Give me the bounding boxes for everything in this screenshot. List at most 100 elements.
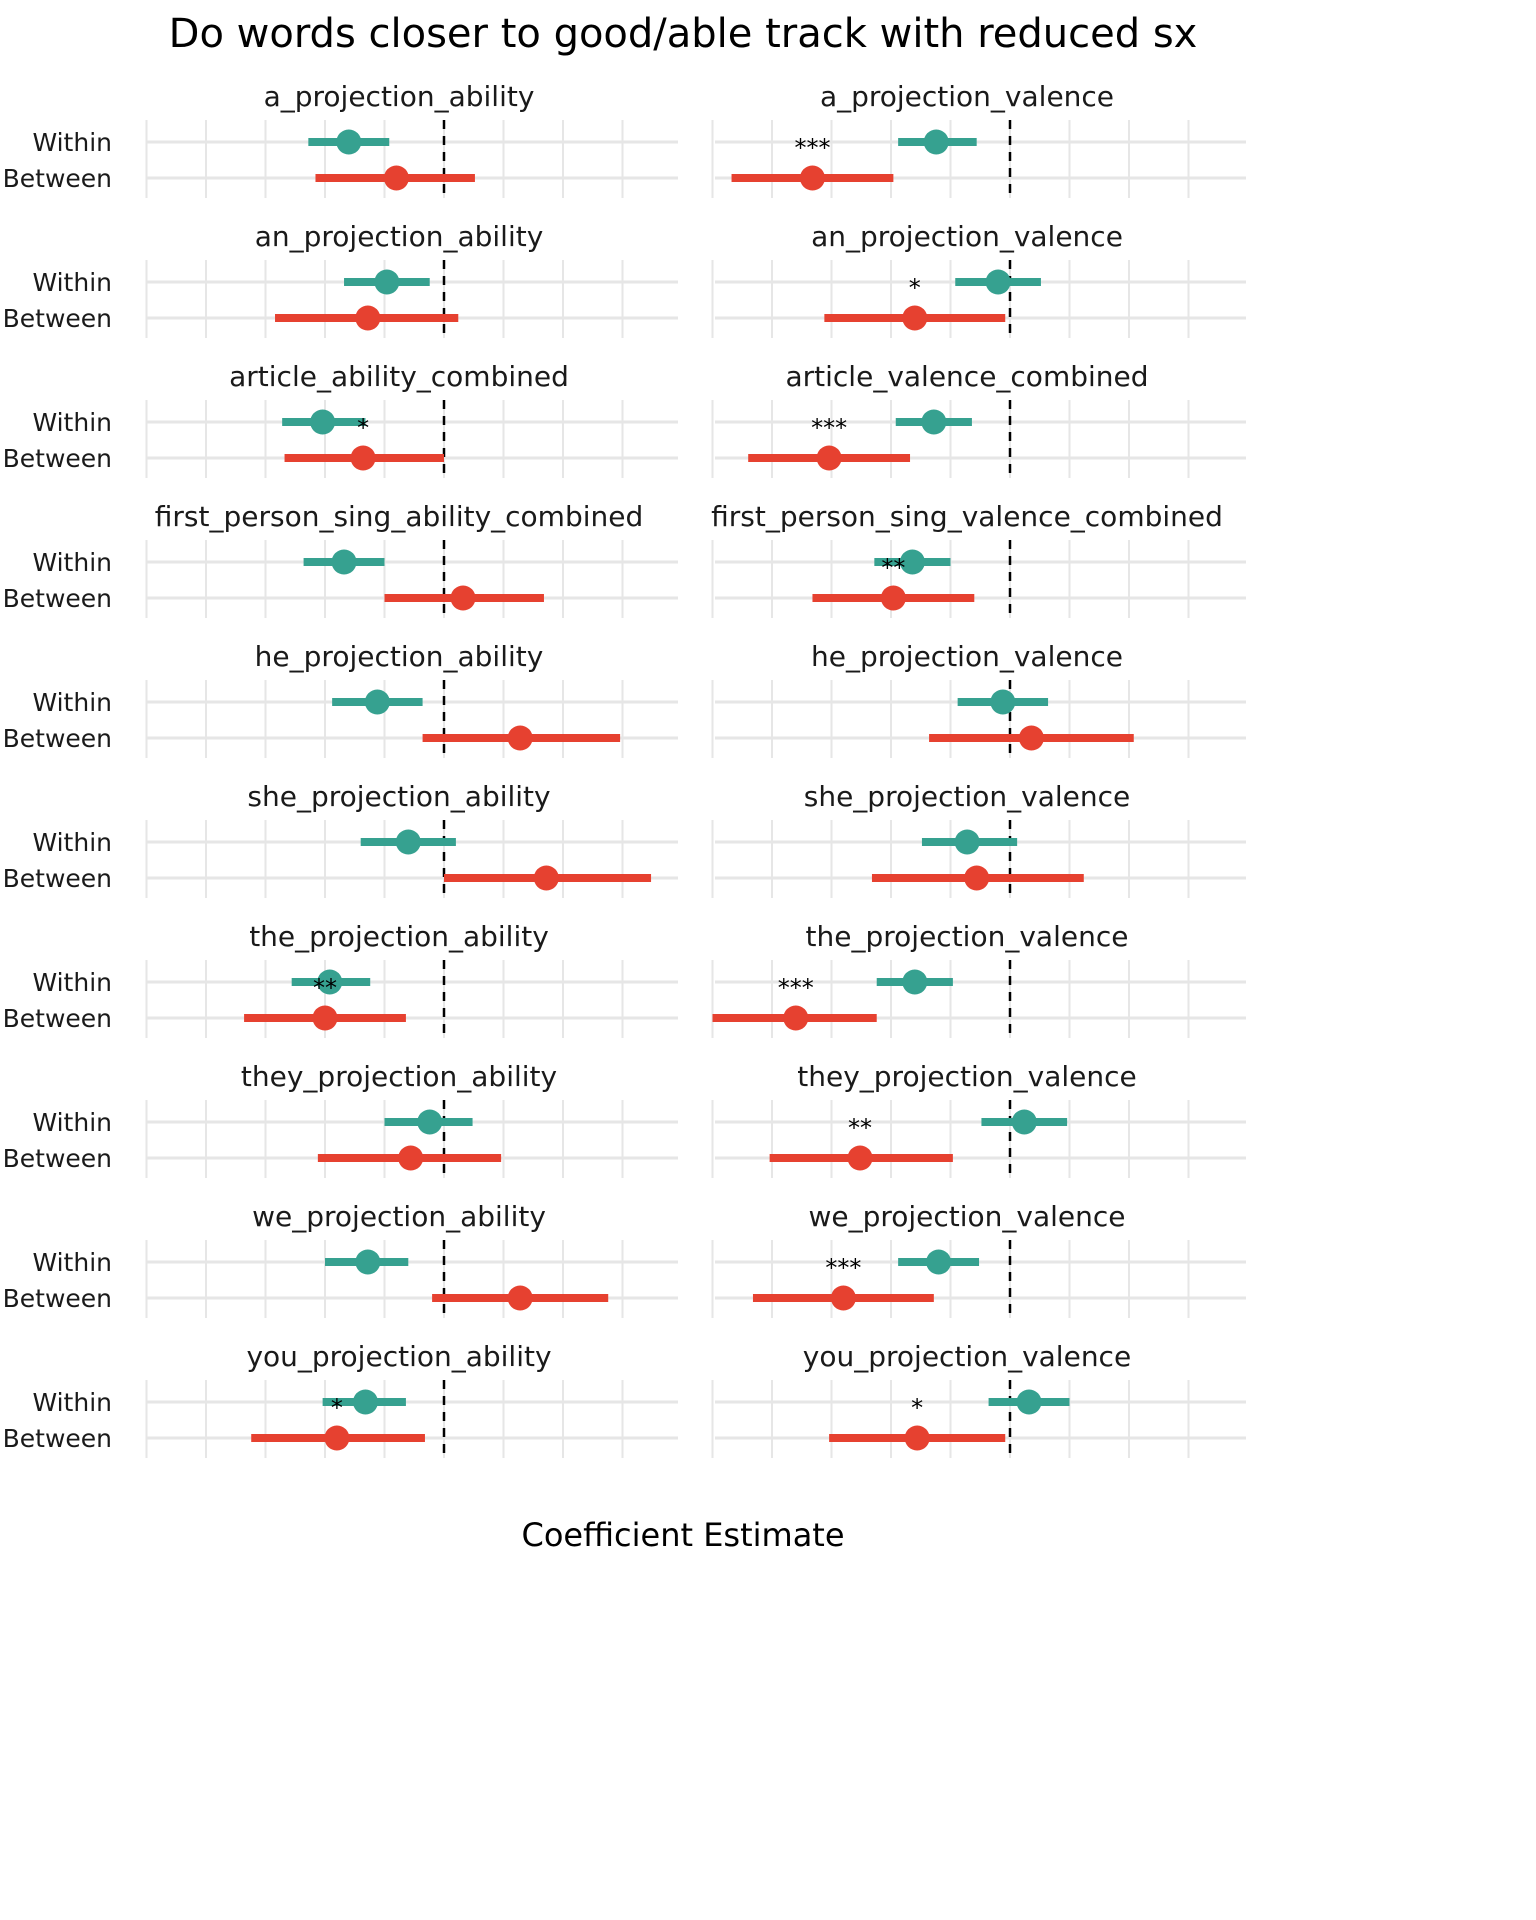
point-estimate-between <box>904 1425 930 1451</box>
point-estimate-within <box>954 829 980 855</box>
facet-panel-he-projection-valence: he_projection_valence <box>711 640 1246 758</box>
point-estimate-within <box>1011 1109 1037 1135</box>
y-tick-label-within: Within <box>32 968 112 997</box>
point-estimate-between <box>350 445 376 471</box>
point-estimate-within <box>1016 1389 1042 1415</box>
significance-stars: ** <box>848 1114 872 1142</box>
chart-title: Do words closer to good/able track with … <box>169 11 1198 57</box>
point-estimate-between <box>783 1005 809 1031</box>
significance-stars: *** <box>811 414 847 442</box>
facet-label: first_person_sing_ability_combined <box>155 500 644 533</box>
facet-panel-you-projection-ability: you_projection_ability Within Between * <box>3 1340 678 1458</box>
y-tick-label-between: Between <box>3 444 112 473</box>
facet-panel-he-projection-ability: he_projection_ability Within Between <box>3 640 678 758</box>
point-estimate-between <box>507 725 533 751</box>
point-estimate-within <box>921 409 947 435</box>
y-tick-label-between: Between <box>3 164 112 193</box>
point-estimate-within <box>374 269 400 295</box>
facet-label: a_projection_ability <box>264 80 535 113</box>
facet-label: you_projection_ability <box>246 1340 551 1373</box>
facet-label: we_projection_valence <box>808 1200 1125 1233</box>
facet-panel-they-projection-ability: they_projection_ability Within Between <box>3 1060 678 1178</box>
point-estimate-between <box>383 165 409 191</box>
point-estimate-within <box>985 269 1011 295</box>
point-estimate-between <box>799 165 825 191</box>
significance-stars: *** <box>778 974 814 1002</box>
point-estimate-between <box>398 1145 424 1171</box>
y-tick-label-within: Within <box>32 268 112 297</box>
facet-label: she_projection_valence <box>804 780 1131 813</box>
y-tick-label-within: Within <box>32 1108 112 1137</box>
facet-label: we_projection_ability <box>252 1200 546 1233</box>
point-estimate-between <box>880 585 906 611</box>
facet-panel-the-projection-valence: the_projection_valence *** <box>711 920 1246 1038</box>
facet-label: she_projection_ability <box>247 780 550 813</box>
point-estimate-within <box>352 1389 378 1415</box>
point-estimate-between <box>964 865 990 891</box>
y-tick-label-between: Between <box>3 864 112 893</box>
point-estimate-between <box>450 585 476 611</box>
facet-label: he_projection_valence <box>811 640 1123 673</box>
significance-stars: *** <box>825 1254 861 1282</box>
point-estimate-between <box>847 1145 873 1171</box>
facet-panel-article-ability-combined: article_ability_combined Within Between * <box>3 360 678 478</box>
point-estimate-between <box>1018 725 1044 751</box>
point-estimate-between <box>507 1285 533 1311</box>
y-tick-label-within: Within <box>32 1388 112 1417</box>
point-estimate-within <box>355 1249 381 1275</box>
facet-panel-she-projection-valence: she_projection_valence <box>711 780 1246 898</box>
facet-panel-a-projection-ability: a_projection_ability Within Between <box>3 80 678 198</box>
point-estimate-within <box>331 549 357 575</box>
point-estimate-within <box>902 969 928 995</box>
significance-stars: *** <box>794 134 830 162</box>
point-estimate-within <box>923 129 949 155</box>
facet-label: the_projection_valence <box>806 920 1129 953</box>
facet-panel-you-projection-valence: you_projection_valence * <box>711 1340 1246 1458</box>
facet-panel-we-projection-valence: we_projection_valence *** <box>711 1200 1246 1318</box>
x-axis-title: Coefficient Estimate <box>521 1516 844 1554</box>
significance-stars: ** <box>881 554 905 582</box>
point-estimate-within <box>990 689 1016 715</box>
facet-label: the_projection_ability <box>249 920 549 953</box>
point-estimate-within <box>926 1249 952 1275</box>
facet-panel-an-projection-valence: an_projection_valence * <box>711 220 1246 338</box>
facet-label: article_valence_combined <box>785 360 1148 393</box>
y-tick-label-within: Within <box>32 1248 112 1277</box>
facet-label: an_projection_valence <box>811 220 1123 253</box>
forest-plot: Do words closer to good/able track with … <box>3 11 1246 1554</box>
y-tick-label-between: Between <box>3 724 112 753</box>
y-tick-label-within: Within <box>32 128 112 157</box>
point-estimate-within <box>364 689 390 715</box>
facet-panel-the-projection-ability: the_projection_ability Within Between ** <box>3 920 678 1038</box>
y-tick-label-between: Between <box>3 1144 112 1173</box>
significance-stars: * <box>331 1394 343 1422</box>
y-tick-label-within: Within <box>32 408 112 437</box>
facet-label: first_person_sing_valence_combined <box>711 500 1223 533</box>
y-tick-label-between: Between <box>3 304 112 333</box>
point-estimate-between <box>312 1005 338 1031</box>
point-estimate-between <box>324 1425 350 1451</box>
y-tick-label-between: Between <box>3 1424 112 1453</box>
y-tick-label-between: Between <box>3 1004 112 1033</box>
facet-panel-first-person-sing-valence-combined: first_person_sing_valence_combined ** <box>711 500 1246 618</box>
significance-stars: * <box>909 274 921 302</box>
facet-panel-we-projection-ability: we_projection_ability Within Between <box>3 1200 678 1318</box>
panels: a_projection_abilityWithinBetweena_proje… <box>3 80 1246 1458</box>
facet-label: they_projection_ability <box>241 1060 557 1093</box>
facet-panel-an-projection-ability: an_projection_ability Within Between <box>3 220 678 338</box>
facet-panel-a-projection-valence: a_projection_valence *** <box>711 80 1246 198</box>
facet-label: article_ability_combined <box>229 360 569 393</box>
point-estimate-within <box>310 409 336 435</box>
facet-panel-they-projection-valence: they_projection_valence ** <box>711 1060 1246 1178</box>
facet-label: a_projection_valence <box>820 80 1114 113</box>
y-tick-label-within: Within <box>32 828 112 857</box>
point-estimate-within <box>336 129 362 155</box>
facet-panel-she-projection-ability: she_projection_ability Within Between <box>3 780 678 898</box>
point-estimate-within <box>317 969 343 995</box>
point-estimate-within <box>395 829 421 855</box>
point-estimate-between <box>533 865 559 891</box>
point-estimate-between <box>830 1285 856 1311</box>
facet-label: an_projection_ability <box>255 220 544 253</box>
facet-label: they_projection_valence <box>797 1060 1136 1093</box>
point-estimate-within <box>899 549 925 575</box>
